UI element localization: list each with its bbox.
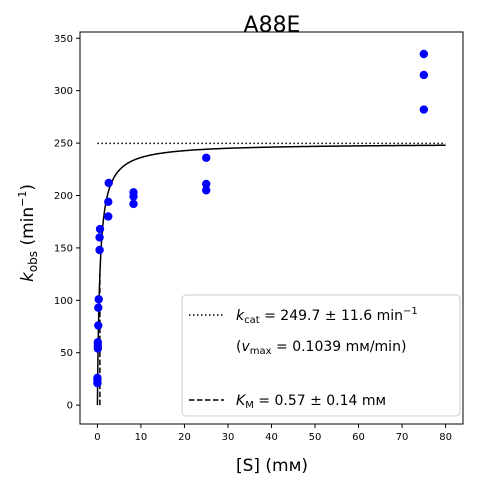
data-point xyxy=(95,233,104,242)
legend: kcat = 249.7 ± 11.6 min−1 (vmax = 0.1039… xyxy=(181,294,461,417)
y-axis-label-subscript: obs xyxy=(26,251,40,272)
data-point xyxy=(104,178,113,188)
data-point xyxy=(129,188,138,197)
y-axis-label-unit-close: ) xyxy=(18,184,38,191)
y-tick-label: 150 xyxy=(54,243,73,254)
legend-box xyxy=(181,294,461,417)
data-point xyxy=(202,153,211,162)
data-point xyxy=(94,303,103,312)
x-tick-label: 30 xyxy=(222,432,235,443)
data-point xyxy=(202,179,211,189)
x-tick-label: 80 xyxy=(439,432,452,443)
y-axis-label-unit-exponent: −1 xyxy=(16,191,29,207)
y-axis-label-unit: (min xyxy=(18,207,38,251)
x-tick-label: 20 xyxy=(178,432,191,443)
chart-title: A88E xyxy=(244,13,301,38)
y-axis-label: kobs (min−1) xyxy=(16,184,40,282)
x-axis-ticks: 0 10 20 30 40 50 60 70 80 xyxy=(94,424,452,443)
legend-vmax-label: (vmax = 0.1039 mм/min) xyxy=(236,339,406,357)
data-point xyxy=(419,49,429,59)
x-tick-label: 40 xyxy=(265,432,278,443)
y-tick-label: 300 xyxy=(54,86,73,97)
data-point xyxy=(94,295,103,304)
y-axis-label-symbol: k xyxy=(18,271,38,282)
data-point xyxy=(95,245,104,255)
x-tick-label: 10 xyxy=(135,432,148,443)
y-tick-label: 200 xyxy=(54,191,73,202)
data-point xyxy=(419,105,429,114)
data-point xyxy=(94,321,103,330)
data-point xyxy=(104,197,113,206)
data-point xyxy=(129,199,138,209)
marks-layer xyxy=(93,49,446,406)
fit-curve xyxy=(96,144,446,406)
x-tick-label: 70 xyxy=(396,432,409,443)
y-tick-label: 50 xyxy=(60,348,73,359)
y-axis-ticks: 0 50 100 150 200 250 300 350 xyxy=(54,34,80,412)
y-tick-label: 100 xyxy=(54,296,73,307)
x-tick-label: 50 xyxy=(309,432,322,443)
x-axis-label: [S] (mм) xyxy=(236,456,308,476)
data-point xyxy=(95,224,105,234)
y-tick-label: 350 xyxy=(54,34,73,45)
legend-km-label: KM = 0.57 ± 0.14 mм xyxy=(236,393,386,411)
data-point xyxy=(202,186,211,195)
data-point xyxy=(104,212,113,221)
data-point xyxy=(93,338,103,347)
x-tick-label: 60 xyxy=(352,432,365,443)
y-tick-label: 0 xyxy=(67,401,73,412)
legend-kcat-label: kcat = 249.7 ± 11.6 min−1 xyxy=(236,306,418,326)
y-tick-label: 250 xyxy=(54,139,73,150)
data-point xyxy=(419,70,429,80)
x-tick-label: 0 xyxy=(94,432,100,443)
data-point xyxy=(93,373,102,383)
